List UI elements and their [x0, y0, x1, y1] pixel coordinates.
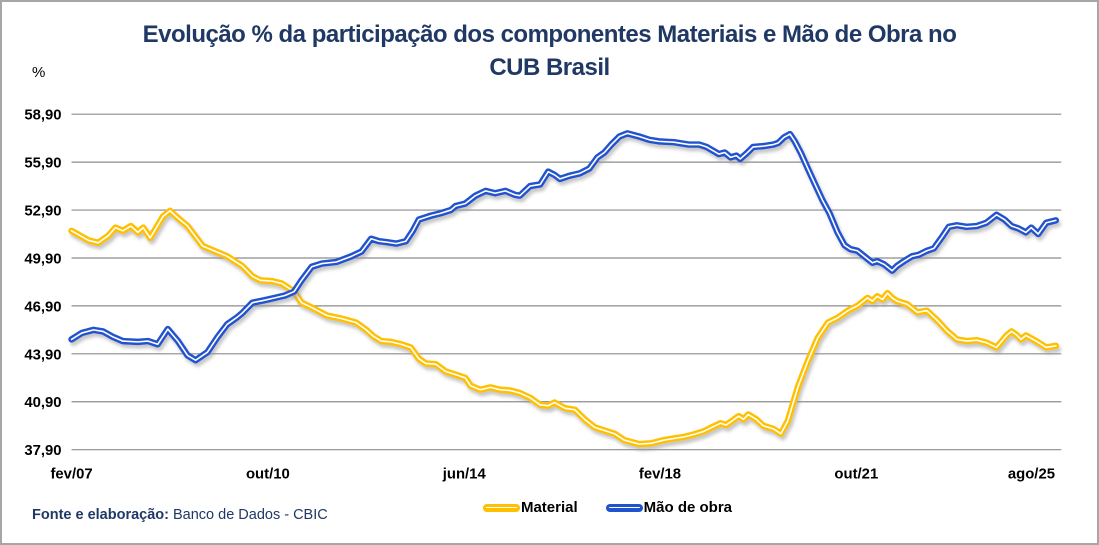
y-tick-label: 58,90: [24, 108, 61, 124]
series-line-stripe: [70, 210, 1057, 445]
legend-label-mao-de-obra: Mão de obra: [643, 499, 733, 516]
legend-item-mao-de-obra: Mão de obra: [605, 499, 733, 516]
y-tick-label: 43,90: [24, 347, 61, 363]
source-note-text: Banco de Dados - CBIC: [172, 507, 328, 523]
x-tick-label: jun/14: [442, 466, 487, 482]
series-line-mao-de-obra: [68, 130, 1060, 364]
source-note-label: Fonte e elaboração:: [32, 507, 169, 523]
chart-title: Evolução % da participação dos component…: [142, 21, 957, 81]
series-line-stripe: [70, 132, 1057, 362]
x-tick-label: out/21: [834, 466, 878, 482]
x-tick-label: ago/25: [1008, 466, 1055, 482]
series-line-material: [68, 207, 1060, 448]
y-tick-label: 55,90: [24, 156, 61, 172]
y-tick-label: 46,90: [24, 299, 61, 315]
y-tick-label: 52,90: [24, 204, 61, 220]
x-tick-label: out/10: [246, 466, 290, 482]
y-axis-unit-label: %: [32, 64, 46, 81]
legend-label-material: Material: [520, 499, 578, 516]
mao-de-obra-line-marker-icon: [605, 503, 643, 512]
material-line-marker-icon: [482, 503, 520, 512]
x-tick-label: fev/07: [50, 466, 92, 482]
y-tick-label: 40,90: [24, 395, 61, 411]
x-tick-label: fev/18: [639, 466, 681, 482]
y-tick-label: 49,90: [24, 251, 61, 267]
source-note: Fonte e elaboração: Banco de Dados - CBIC: [32, 507, 328, 523]
y-tick-label: 37,90: [24, 443, 61, 459]
legend-item-material: Material: [482, 499, 578, 516]
chart-legend: Material Mão de obra: [60, 499, 1097, 516]
